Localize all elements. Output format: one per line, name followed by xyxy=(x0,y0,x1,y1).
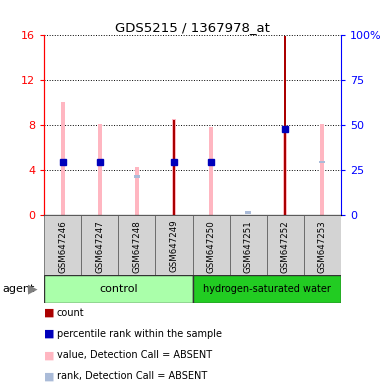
Text: GSM647248: GSM647248 xyxy=(132,220,141,273)
Bar xyxy=(209,127,213,215)
Text: GSM647253: GSM647253 xyxy=(318,220,327,273)
Text: value, Detection Call = ABSENT: value, Detection Call = ABSENT xyxy=(57,350,212,360)
Text: ■: ■ xyxy=(44,329,55,339)
Text: hydrogen-saturated water: hydrogen-saturated water xyxy=(203,284,331,294)
Bar xyxy=(284,36,286,215)
Text: GSM647247: GSM647247 xyxy=(95,220,104,273)
Text: rank, Detection Call = ABSENT: rank, Detection Call = ABSENT xyxy=(57,371,207,381)
Text: GSM647249: GSM647249 xyxy=(169,220,179,272)
Bar xyxy=(135,167,139,215)
Text: ■: ■ xyxy=(44,308,55,318)
Text: GSM647246: GSM647246 xyxy=(58,220,67,273)
Bar xyxy=(156,215,192,275)
Bar xyxy=(229,215,266,275)
Bar xyxy=(304,215,341,275)
Text: count: count xyxy=(57,308,85,318)
Bar xyxy=(44,275,192,303)
Text: GSM647252: GSM647252 xyxy=(281,220,290,273)
Bar xyxy=(208,162,214,165)
Text: control: control xyxy=(99,284,138,294)
Bar xyxy=(320,124,325,215)
Text: agent: agent xyxy=(2,284,34,294)
Bar xyxy=(98,124,102,215)
Bar xyxy=(44,215,81,275)
Bar xyxy=(172,119,176,215)
Bar xyxy=(173,120,175,215)
Bar xyxy=(60,102,65,215)
Text: GSM647250: GSM647250 xyxy=(206,220,216,273)
Bar xyxy=(283,129,287,215)
Text: percentile rank within the sample: percentile rank within the sample xyxy=(57,329,222,339)
Text: GSM647251: GSM647251 xyxy=(244,220,253,273)
Bar xyxy=(81,215,119,275)
Bar xyxy=(319,161,325,164)
Text: ■: ■ xyxy=(44,350,55,360)
Bar xyxy=(245,211,251,214)
Text: GDS5215 / 1367978_at: GDS5215 / 1367978_at xyxy=(115,21,270,34)
Text: ■: ■ xyxy=(44,371,55,381)
Bar xyxy=(192,275,341,303)
Text: ▶: ▶ xyxy=(28,283,37,295)
Bar xyxy=(97,161,103,164)
Bar xyxy=(60,162,66,165)
Bar xyxy=(282,129,288,132)
Bar xyxy=(134,175,140,178)
Bar xyxy=(192,215,229,275)
Bar xyxy=(171,161,177,164)
Bar xyxy=(267,215,304,275)
Bar xyxy=(119,215,156,275)
